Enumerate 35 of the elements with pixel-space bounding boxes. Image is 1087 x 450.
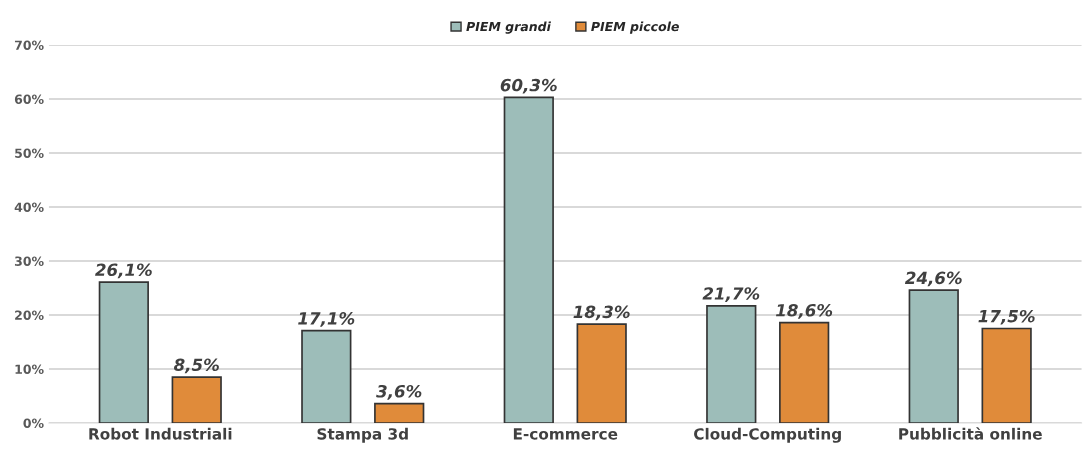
data-label: 18,6% — [775, 303, 833, 319]
x-tick-label: Stampa 3d — [317, 427, 408, 443]
x-tick-label: Pubblicità online — [899, 427, 1042, 440]
bar — [576, 323, 627, 423]
y-tick-label: 0% — [23, 418, 44, 428]
bar — [503, 96, 554, 423]
x-tick-label: Cloud-Computing — [694, 427, 841, 443]
bar — [779, 321, 830, 423]
y-tick-label: 20% — [15, 310, 44, 320]
bar — [171, 376, 222, 423]
bar — [981, 327, 1032, 423]
data-label: 3,6% — [376, 384, 422, 400]
y-tick-label: 60% — [14, 94, 44, 104]
x-tick-label: E-commerce — [513, 428, 618, 440]
data-label: 60,3% — [500, 78, 557, 94]
data-label: 26,1% — [95, 263, 152, 279]
data-label: 17,1% — [298, 312, 355, 327]
bar — [301, 329, 352, 423]
y-tick-label: 10% — [15, 364, 44, 374]
bar — [98, 281, 149, 423]
data-label: 21,7% — [702, 287, 760, 302]
y-tick-label: 70% — [14, 40, 44, 50]
legend-label: PIEM piccole — [591, 21, 679, 34]
data-label: 17,5% — [978, 309, 1035, 325]
bar — [706, 304, 757, 423]
x-tick-label: Robot Industriali — [89, 427, 232, 440]
y-tick-label: 30% — [14, 256, 44, 266]
data-label: 18,3% — [573, 305, 630, 321]
y-tick-label: 50% — [15, 148, 44, 158]
bar — [908, 289, 959, 423]
y-tick-label: 40% — [14, 202, 44, 212]
data-label: 8,5% — [173, 358, 219, 374]
bar — [374, 402, 425, 423]
data-label: 24,6% — [904, 271, 962, 287]
legend-label: PIEM grandi — [466, 21, 552, 34]
